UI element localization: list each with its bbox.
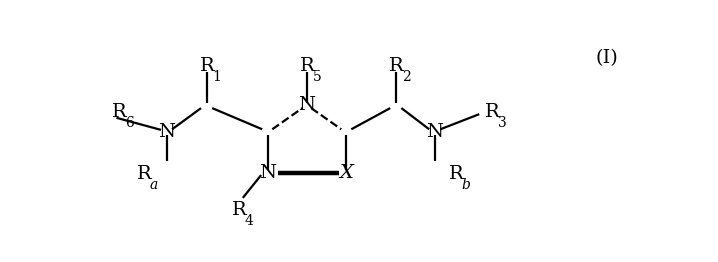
Text: b: b: [462, 178, 470, 192]
Text: R: R: [449, 165, 463, 183]
Text: N: N: [158, 123, 175, 141]
Text: R: R: [112, 103, 127, 121]
Text: N: N: [426, 123, 443, 141]
Text: 2: 2: [402, 70, 411, 84]
Text: R: R: [389, 57, 404, 75]
Text: R: R: [137, 165, 151, 183]
Text: 3: 3: [498, 116, 506, 130]
Text: N: N: [259, 164, 276, 182]
Text: 4: 4: [244, 214, 253, 228]
Text: a: a: [150, 178, 158, 192]
Text: (I): (I): [596, 49, 619, 67]
Text: R: R: [200, 57, 215, 75]
Text: 6: 6: [125, 116, 134, 130]
Text: 5: 5: [313, 70, 322, 84]
Text: N: N: [298, 96, 315, 114]
Text: R: R: [485, 103, 500, 121]
Text: X: X: [339, 164, 353, 182]
Text: 1: 1: [213, 70, 222, 84]
Text: R: R: [232, 201, 246, 219]
Text: R: R: [300, 57, 314, 75]
